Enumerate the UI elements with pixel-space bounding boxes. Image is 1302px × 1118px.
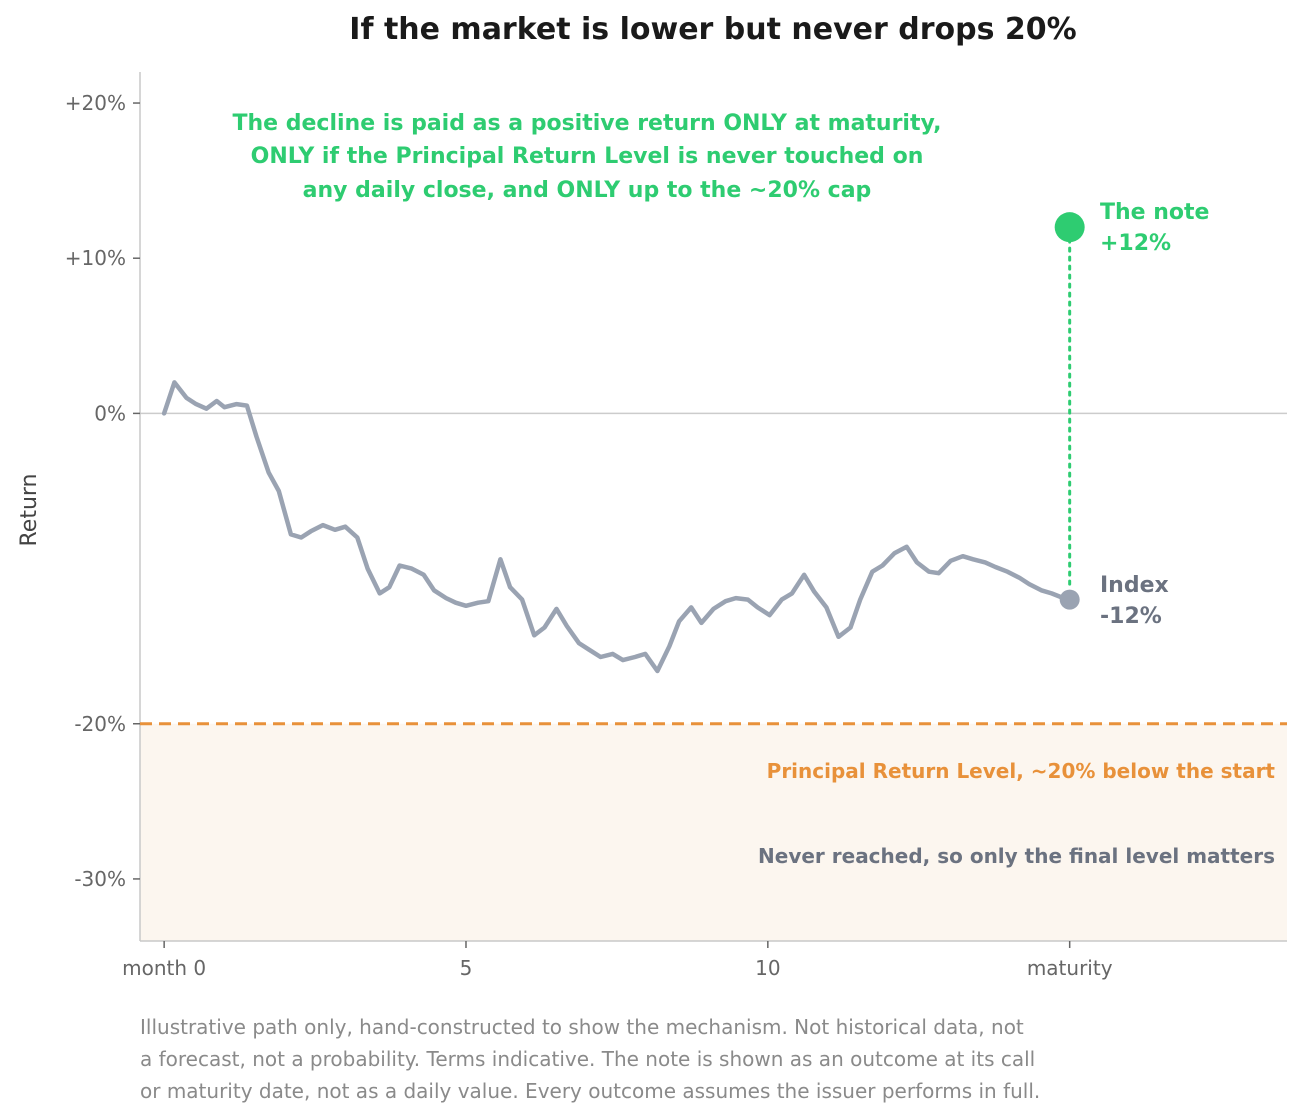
y-tick-label: +10% bbox=[65, 246, 126, 270]
x-tick-label: 5 bbox=[460, 956, 473, 980]
x-tick-label: maturity bbox=[1027, 956, 1113, 980]
y-axis-label: Return bbox=[17, 473, 42, 546]
index-label: Index bbox=[1100, 573, 1169, 598]
principal-return-level-label: Principal Return Level, ~20% below the s… bbox=[767, 759, 1276, 783]
mechanism-annotation-line-1: The decline is paid as a positive return… bbox=[233, 111, 942, 136]
note-label: The note bbox=[1100, 200, 1209, 225]
x-tick-label: month 0 bbox=[122, 956, 206, 980]
y-axis-ticks: +20% +10% 0% -20% -30% bbox=[65, 91, 140, 891]
index-end-point bbox=[1059, 589, 1080, 610]
mechanism-annotation-line-3: any daily close, and ONLY up to the ~20%… bbox=[303, 178, 872, 203]
footer-line-3: or maturity date, not as a daily value. … bbox=[140, 1079, 1040, 1103]
note-value: +12% bbox=[1100, 231, 1171, 256]
y-tick-label: -20% bbox=[74, 712, 126, 736]
index-value: -12% bbox=[1100, 604, 1162, 629]
mechanism-annotation-line-2: ONLY if the Principal Return Level is ne… bbox=[251, 144, 924, 169]
principal-return-level-note: Never reached, so only the final level m… bbox=[758, 844, 1275, 868]
note-point bbox=[1054, 212, 1085, 243]
principal-return-zone bbox=[140, 723, 1287, 941]
y-tick-label: -30% bbox=[74, 867, 126, 891]
index-series-line bbox=[161, 380, 1072, 674]
y-tick-label: 0% bbox=[94, 401, 126, 425]
y-tick-label: +20% bbox=[65, 91, 126, 115]
footer-line-2: a forecast, not a probability. Terms ind… bbox=[140, 1047, 1035, 1071]
footer-line-1: Illustrative path only, hand-constructed… bbox=[140, 1015, 1024, 1039]
chart-title: If the market is lower but never drops 2… bbox=[349, 12, 1076, 47]
x-tick-label: 10 bbox=[755, 956, 780, 980]
x-axis-ticks: month 0 5 10 maturity bbox=[122, 941, 1113, 980]
